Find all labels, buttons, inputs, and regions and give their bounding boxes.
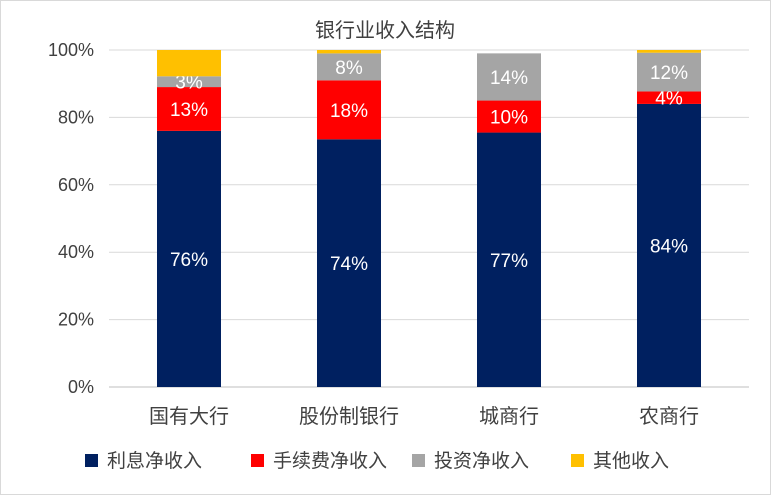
y-tick-label: 80%: [58, 107, 94, 127]
legend-label: 手续费净收入: [273, 450, 387, 472]
bar-segment: [317, 80, 381, 140]
data-label: 4%: [655, 89, 683, 110]
bar-segment: [317, 50, 381, 54]
bar-segment: [477, 132, 541, 387]
data-label: 13%: [170, 100, 208, 121]
data-label: 77%: [490, 251, 528, 272]
legend-item: 其他收入: [571, 450, 669, 472]
x-category-label: 国有大行: [149, 405, 229, 428]
legend-swatch: [85, 454, 98, 467]
legend-swatch: [412, 454, 425, 467]
chart-title: 银行业收入结构: [315, 19, 455, 42]
bars: 76% 13% 3% 74% 18% 8% 77% 10% 14% 84% 4% 12%: [157, 50, 701, 388]
data-label: 8%: [335, 58, 363, 79]
bar-segment: [637, 103, 701, 388]
y-tick-label: 0%: [68, 377, 94, 397]
data-label: 3%: [175, 73, 203, 94]
y-tick-label: 40%: [58, 242, 94, 262]
data-label: 12%: [650, 63, 688, 84]
y-tick-label: 100%: [48, 40, 94, 60]
bar-segment: [637, 91, 701, 104]
bar-segment: [477, 100, 541, 133]
data-label: 10%: [490, 108, 528, 129]
data-label: 18%: [330, 101, 368, 122]
data-label: 84%: [650, 236, 688, 257]
legend-label: 利息净收入: [107, 450, 202, 472]
bar-segment: [157, 87, 221, 131]
bar-segment: [317, 53, 381, 81]
bar-segment: [157, 50, 221, 77]
y-tick-label: 20%: [58, 310, 94, 330]
bar-segment: [157, 76, 221, 88]
y-tick-label: 60%: [58, 175, 94, 195]
data-label: 14%: [490, 68, 528, 89]
legend-swatch: [571, 454, 584, 467]
bar-segment: [157, 130, 221, 387]
x-category-label: 股份制银行: [299, 405, 399, 428]
y-axis-ticks: 0% 20% 40% 60% 80% 100%: [48, 40, 94, 397]
x-category-label: 农商行: [639, 405, 699, 428]
legend-item: 投资净收入: [412, 450, 529, 472]
legend-label: 其他收入: [593, 450, 669, 472]
legend-item: 手续费净收入: [251, 450, 387, 472]
x-category-label: 城商行: [479, 405, 539, 428]
bar-segment: [637, 50, 701, 53]
data-label: 74%: [330, 254, 368, 275]
legend: 利息净收入 手续费净收入 投资净收入 其他收入: [85, 450, 669, 472]
data-label: 76%: [170, 250, 208, 271]
x-axis: 国有大行 股份制银行 城商行 农商行: [149, 405, 699, 428]
legend-label: 投资净收入: [434, 450, 529, 472]
legend-swatch: [251, 454, 264, 467]
legend-item: 利息净收入: [85, 450, 202, 472]
bar-segment: [477, 53, 541, 101]
bar-segment: [317, 139, 381, 387]
bar-segment: [637, 52, 701, 92]
